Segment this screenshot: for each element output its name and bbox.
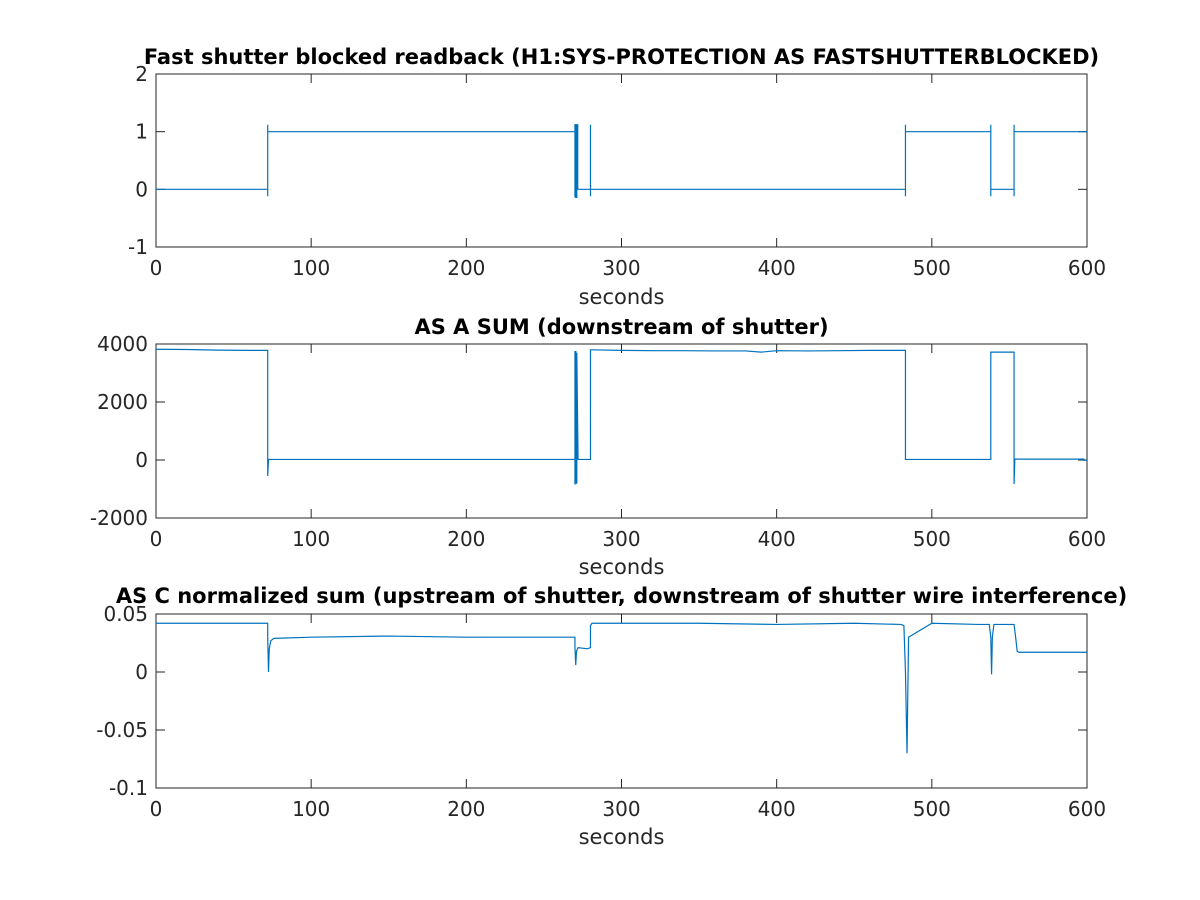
y-tick-label: 1: [135, 120, 148, 144]
y-tick-label: 0: [135, 448, 148, 472]
x-tick-label: 100: [292, 256, 330, 280]
y-tick-label: 2: [135, 62, 148, 86]
x-tick-label: 300: [602, 527, 640, 551]
x-tick-label: 500: [913, 797, 951, 821]
y-tick-label: 2000: [97, 390, 148, 414]
subplot-title: AS A SUM (downstream of shutter): [414, 315, 828, 339]
x-tick-label: 0: [150, 797, 163, 821]
x-tick-label: 300: [602, 797, 640, 821]
x-tick-label: 200: [447, 797, 485, 821]
x-tick-label: 500: [913, 256, 951, 280]
subplot-as-a-sum: AS A SUM (downstream of shutter) seconds…: [90, 315, 1106, 579]
y-tick-label: 0: [135, 177, 148, 201]
x-tick-label: 0: [150, 527, 163, 551]
x-tick-label: 100: [292, 527, 330, 551]
y-tick-label: 0.05: [103, 602, 148, 626]
data-series-line: [156, 124, 1087, 199]
x-tick-label: 500: [913, 527, 951, 551]
y-tick-label: -1: [128, 235, 148, 259]
subplot-title: Fast shutter blocked readback (H1:SYS-PR…: [144, 45, 1099, 69]
x-tick-label: 600: [1068, 797, 1106, 821]
y-tick-label: -0.1: [109, 776, 148, 800]
x-tick-label: 200: [447, 527, 485, 551]
x-tick-label: 300: [602, 256, 640, 280]
x-tick-label: 600: [1068, 527, 1106, 551]
subplot-as-c-normalized-sum: AS C normalized sum (upstream of shutter…: [96, 584, 1127, 849]
subplot-fast-shutter: Fast shutter blocked readback (H1:SYS-PR…: [128, 45, 1106, 309]
x-tick-label: 0: [150, 256, 163, 280]
y-tick-label: -2000: [90, 506, 148, 530]
x-axis-label: seconds: [579, 285, 665, 309]
x-tick-label: 400: [758, 797, 796, 821]
subplot-title: AS C normalized sum (upstream of shutter…: [116, 584, 1127, 608]
y-tick-label: 4000: [97, 332, 148, 356]
x-tick-label: 200: [447, 256, 485, 280]
y-tick-label: -0.05: [96, 718, 148, 742]
x-tick-label: 600: [1068, 256, 1106, 280]
axes-box: [155, 73, 1088, 248]
x-axis-label: seconds: [579, 555, 665, 579]
axes-box: [155, 343, 1088, 519]
axes-box: [155, 613, 1088, 789]
x-axis-label: seconds: [579, 825, 665, 849]
y-tick-label: 0: [135, 660, 148, 684]
data-series-line: [155, 348, 1087, 485]
x-tick-label: 400: [758, 256, 796, 280]
data-series-line: [156, 622, 1087, 754]
x-tick-label: 100: [292, 797, 330, 821]
x-tick-label: 400: [758, 527, 796, 551]
